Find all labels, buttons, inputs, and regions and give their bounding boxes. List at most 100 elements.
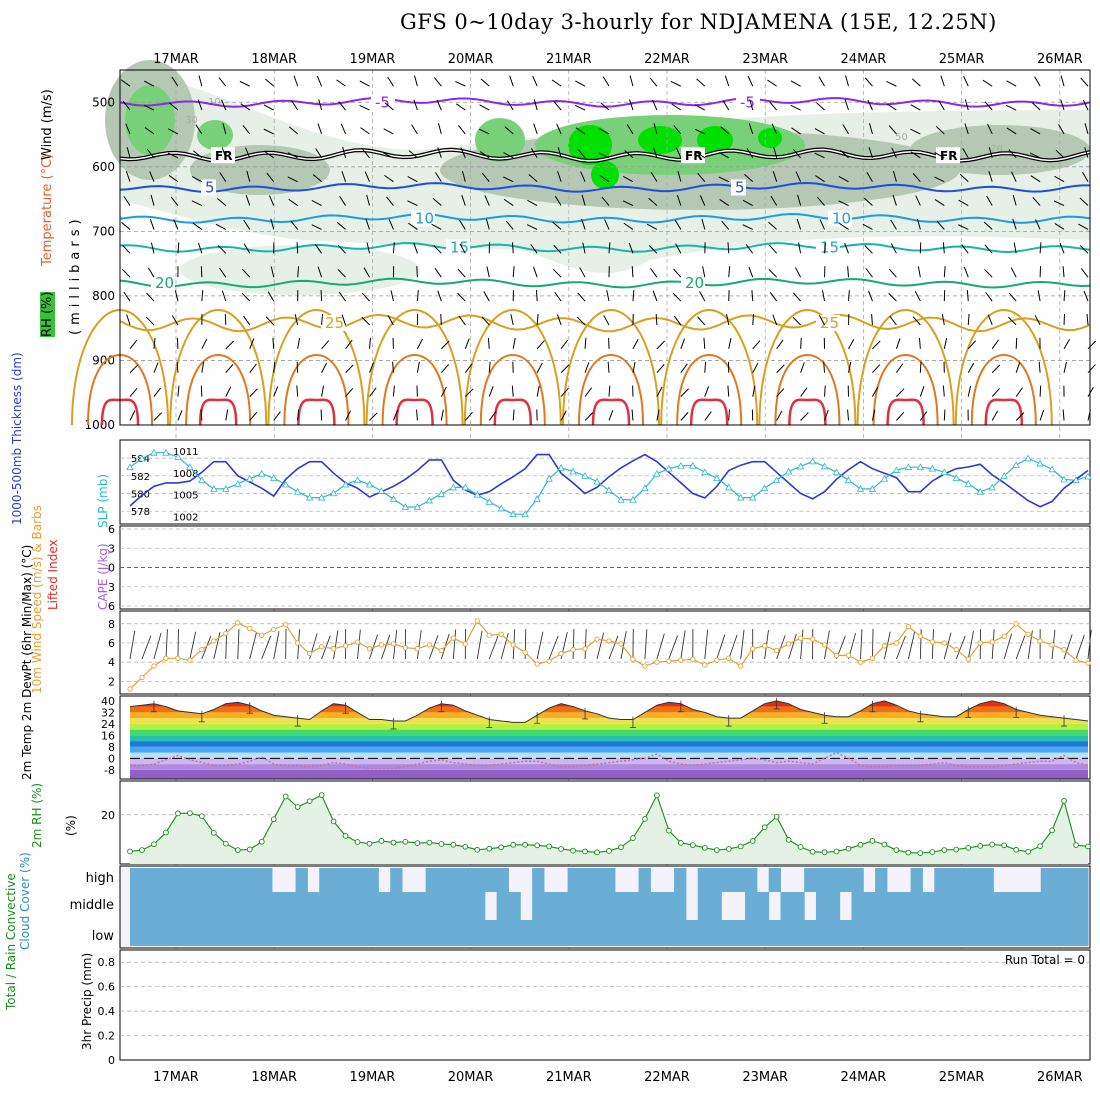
wind-barb: [772, 314, 778, 326]
wind-barb: [153, 362, 159, 373]
bottom-date-19MAR: 19MAR: [350, 1070, 396, 1085]
rh-max-d: [758, 128, 782, 148]
wind-barb: [674, 219, 682, 230]
wind-barb: [243, 219, 251, 230]
wind-barb: [770, 195, 778, 206]
cloud-low-cell: [957, 920, 971, 946]
cloud-low-cell: [1064, 920, 1077, 946]
wind-barb: [795, 171, 802, 182]
wind-barb: [461, 194, 466, 206]
rh2m-marker: [522, 841, 529, 848]
wind-barb: [486, 266, 490, 278]
rh2m-marker: [127, 848, 133, 855]
isotherm-label-25-1: 25: [820, 314, 839, 332]
wind-barb: [440, 340, 450, 350]
rh2m-marker: [630, 835, 636, 841]
wind10-marker: [306, 650, 313, 657]
cloud-low-cell: [1052, 920, 1065, 946]
wind-barb: [455, 80, 466, 87]
cloud-mid-cell: [981, 892, 994, 920]
temp2m-tick--8: -8: [104, 764, 115, 777]
wind-barb: [121, 268, 131, 278]
wind-barb: [800, 387, 808, 397]
rh2m-marker: [222, 840, 229, 847]
cloud-mid-cell: [508, 892, 521, 920]
bottom-date-23MAR: 23MAR: [742, 1070, 788, 1085]
wind-barb: [480, 78, 490, 87]
cloud-mid-cell: [449, 892, 462, 920]
wind-barb: [437, 147, 442, 158]
cloud-low-cell: [792, 920, 805, 946]
wind10-marker: [809, 636, 816, 642]
wind-barb: [272, 337, 275, 349]
wind-barb: [265, 316, 275, 326]
thickness-tick-582: 582: [131, 472, 150, 483]
wind10-marker: [606, 638, 612, 644]
cloud-high-cell: [957, 868, 971, 892]
slp-marker: [174, 453, 182, 460]
wind-barb: [249, 338, 255, 350]
cloud-mid-cell: [697, 892, 711, 920]
cloud-mid-cell: [579, 892, 592, 920]
wind-barb: [312, 174, 322, 183]
cloud-high-cell: [567, 868, 580, 892]
wind-barb: [742, 224, 753, 230]
temp2m-tick-32: 32: [101, 706, 115, 719]
wind-barb: [943, 266, 946, 278]
wind-barb: [697, 172, 706, 182]
bottom-date-26MAR: 26MAR: [1037, 1070, 1083, 1085]
wind-barb: [485, 218, 490, 230]
temp-band-6: [130, 735, 1088, 742]
wind-barb: [197, 99, 203, 111]
rh2m-marker: [881, 841, 888, 848]
wind-barb: [914, 291, 921, 302]
wind-barb: [1053, 200, 1065, 206]
wind-barb: [719, 199, 730, 206]
cloud-high-cell: [733, 868, 746, 892]
isotherm-label-10-0: 10: [415, 209, 434, 227]
wind-barb: [581, 218, 586, 230]
wind-barb: [488, 411, 497, 421]
wind-barb: [1082, 99, 1089, 111]
wind-barb: [270, 266, 275, 278]
cloud-high-cell: [189, 868, 202, 892]
slp-marker: [437, 490, 446, 497]
rh2m-marker: [462, 843, 469, 850]
wind-barb: [153, 387, 162, 397]
slp-marker: [1000, 472, 1008, 479]
cloud-high-cell: [366, 868, 379, 892]
rh-light-lower: [180, 245, 420, 295]
cloud-high-cell: [236, 868, 249, 892]
cloud-low-cell: [378, 920, 391, 946]
wind-barb: [245, 194, 251, 206]
cloud-low-cell: [177, 920, 190, 946]
slp-marker: [521, 510, 529, 518]
wind-barb: [964, 99, 969, 111]
surface-bulb-8-2: [886, 398, 925, 426]
rh2m-marker: [450, 841, 457, 848]
cloud-low-cell: [130, 920, 143, 946]
wind-barb: [487, 337, 490, 349]
wind10-barb: [943, 632, 952, 660]
cloud-low-cell: [319, 920, 332, 946]
cloud-high-cell: [827, 868, 841, 892]
slp-marker: [126, 463, 134, 471]
wind-barb: [652, 290, 658, 302]
slp-marker: [425, 496, 434, 504]
wind-barb: [967, 340, 977, 350]
wind-barb: [221, 147, 227, 158]
wind10-barb: [895, 635, 906, 660]
wind-barb: [631, 409, 634, 421]
wind-barb: [317, 266, 323, 278]
cloud-mid-cell: [638, 892, 651, 920]
top-date-17MAR: 17MAR: [153, 52, 199, 67]
wind10-barb: [153, 632, 162, 660]
wind10-barb: [656, 633, 665, 660]
wind10-barb: [165, 629, 168, 660]
wind10-marker: [881, 643, 888, 649]
cloud-mid-cell: [674, 892, 687, 920]
wind-barb: [484, 195, 490, 206]
rh2m-marker: [354, 839, 361, 845]
isotherm-label-bg: [731, 179, 746, 196]
wind-barb: [479, 104, 490, 111]
